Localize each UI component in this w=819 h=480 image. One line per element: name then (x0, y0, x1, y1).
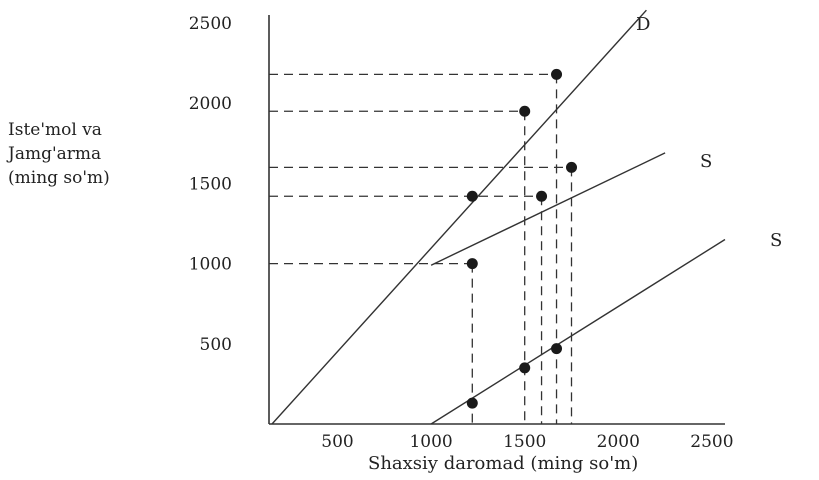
x-axis-label: Shaxsiy daromad (ming so'm) (368, 453, 639, 474)
data-point-7 (519, 362, 531, 374)
series-labels: D S S (636, 14, 782, 251)
y-tick-label-500: 500 (200, 335, 232, 355)
series-line-0 (271, 9, 647, 425)
y-axis-label-line-3: (ming so'm) (8, 168, 110, 188)
data-point-2 (466, 190, 478, 202)
y-tick-label-1500: 1500 (189, 174, 232, 194)
y-axis-label-line-1: Iste'mol va (8, 120, 102, 140)
data-point-8 (551, 343, 563, 355)
x-tick-label-1500: 1500 (503, 432, 546, 452)
data-point-4 (536, 190, 548, 202)
tick-labels: 500 1000 1500 2000 2500 500 1000 1500 2000 2500 (189, 14, 734, 452)
series-line-2 (430, 238, 726, 425)
x-tick-label-1000: 1000 (409, 432, 452, 452)
y-tick-label-2000: 2000 (189, 94, 232, 114)
data-point-1 (551, 68, 563, 80)
x-tick-label-2500: 2500 (690, 432, 733, 452)
series-label-2: S (770, 230, 782, 251)
data-point-5 (566, 161, 578, 173)
series-label-1: S (700, 151, 712, 172)
data-point-0 (519, 105, 531, 117)
data-point-6 (466, 397, 478, 409)
y-tick-label-2500: 2500 (189, 14, 232, 34)
x-tick-label-500: 500 (321, 432, 353, 452)
series-label-0: D (636, 14, 650, 35)
axes (268, 15, 725, 425)
guide-lines (269, 73, 573, 424)
y-tick-label-1000: 1000 (189, 255, 232, 275)
data-points (466, 68, 578, 409)
series-line-1 (430, 152, 666, 266)
series-lines (271, 9, 726, 425)
x-tick-label-2000: 2000 (597, 432, 640, 452)
y-axis-label-line-2: Jamg'arma (8, 144, 102, 164)
data-point-3 (466, 258, 478, 270)
